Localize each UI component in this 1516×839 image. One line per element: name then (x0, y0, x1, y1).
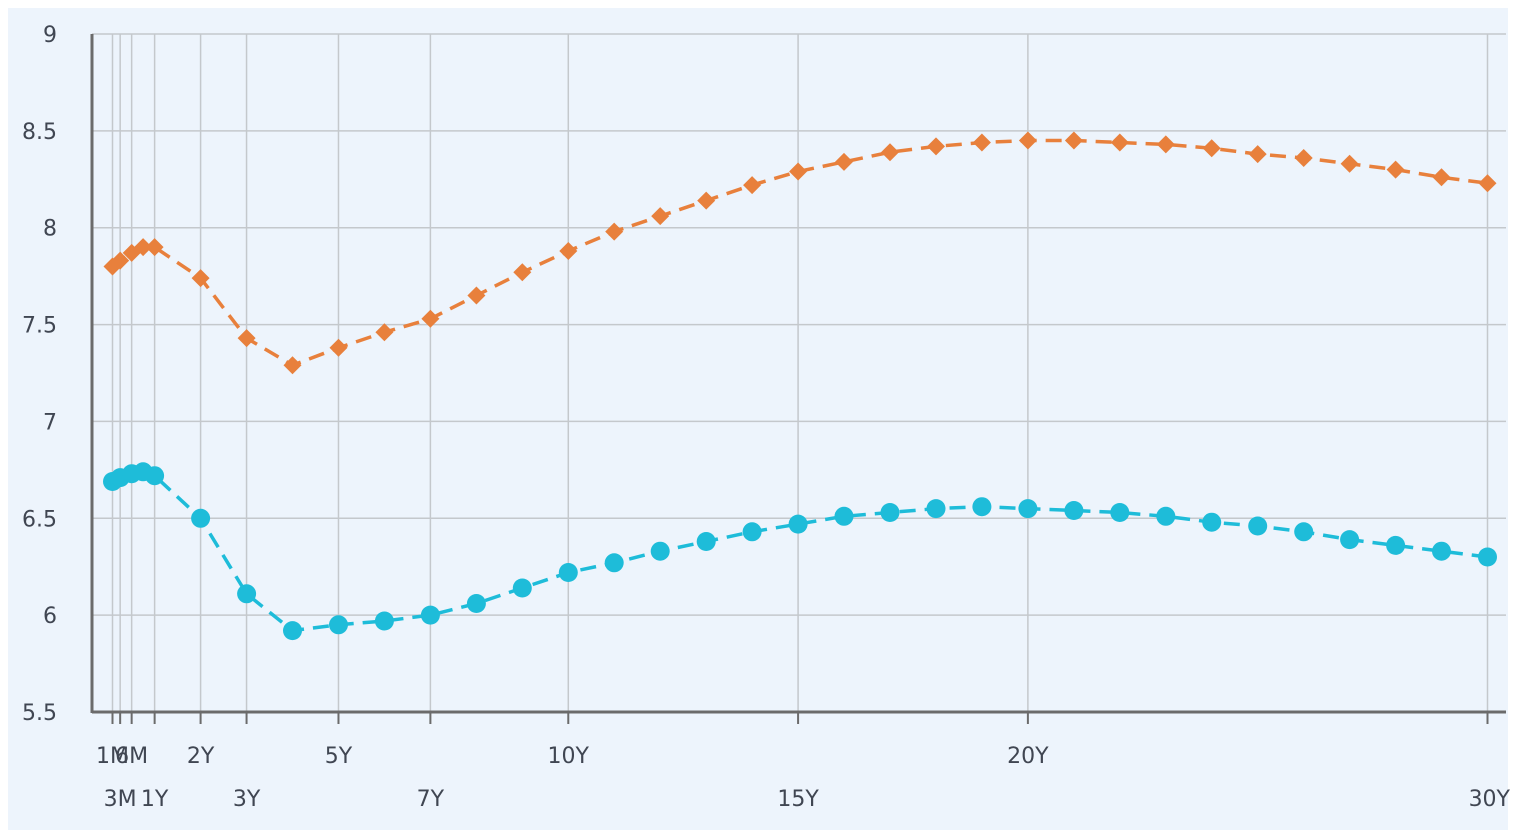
series-2-point-31[interactable] (1340, 530, 1360, 550)
series-2-point-8[interactable] (283, 621, 302, 641)
series-2-point-16[interactable] (650, 541, 670, 561)
x-tick-label-3M: 3M (104, 787, 137, 812)
series-2-point-21[interactable] (880, 503, 900, 522)
series-1-point-27[interactable] (1156, 135, 1175, 154)
series-1-line (111, 138, 1488, 368)
series-2-point-5[interactable] (145, 466, 165, 486)
y-tick-label-9: 9 (43, 23, 57, 48)
series-2-point-7[interactable] (237, 584, 257, 604)
series-2-point-24[interactable] (1018, 499, 1038, 519)
x-tick-label-3Y: 3Y (233, 787, 261, 812)
series-1-point-4[interactable] (134, 238, 153, 257)
x-tick-label-1M: 1M (96, 744, 129, 769)
series-2-point-25[interactable] (1064, 501, 1084, 520)
y-tick-label-8.5: 8.5 (22, 120, 57, 145)
series-2-point-18[interactable] (742, 522, 762, 542)
series-2-point-14[interactable] (558, 563, 578, 582)
x-tick-labels: 1M 3M 6M 1Y 2Y 3Y 5Y 7Y 10Y 15Y 20Y 30Y (96, 744, 1511, 812)
series-1-point-34[interactable] (1478, 174, 1497, 193)
series-1-point-22[interactable] (927, 137, 945, 156)
series-2-point-6[interactable] (191, 508, 211, 528)
series-2-point-19[interactable] (788, 514, 808, 534)
series-1-point-6[interactable] (191, 269, 210, 288)
series-2-point-9[interactable] (329, 615, 348, 635)
plot-background (8, 8, 1508, 830)
series-1-point-29[interactable] (1248, 145, 1267, 164)
series-2-point-11[interactable] (420, 605, 440, 625)
axes (90, 34, 1506, 724)
series-2-point-12[interactable] (466, 594, 486, 613)
series-2-point-23[interactable] (972, 497, 992, 517)
series-1-point-26[interactable] (1110, 133, 1129, 152)
series-2-point-20[interactable] (834, 506, 854, 526)
series-1 (103, 131, 1497, 375)
series-1-point-17[interactable] (697, 191, 716, 210)
x-tick-label-15Y: 15Y (777, 787, 819, 812)
series-2-point-13[interactable] (512, 578, 532, 598)
y-tick-label-6: 6 (43, 604, 57, 629)
y-tick-label-8: 8 (43, 217, 57, 242)
y-tick-labels: 5.5 6 6.5 7 7.5 8 8.5 9 (22, 23, 57, 726)
x-tick-label-10Y: 10Y (548, 744, 590, 769)
series-2-point-28[interactable] (1202, 512, 1222, 532)
series-1-point-25[interactable] (1064, 131, 1083, 150)
series-2-point-10[interactable] (374, 611, 394, 631)
series-2-line (111, 470, 1488, 633)
series-1-point-20[interactable] (835, 152, 853, 171)
series-2-point-29[interactable] (1248, 516, 1268, 536)
series-1-point-28[interactable] (1202, 139, 1221, 158)
x-tick-label-20Y: 20Y (1007, 744, 1049, 769)
series-1-point-16[interactable] (651, 207, 670, 226)
y-tick-label-7: 7 (43, 410, 57, 435)
series-2-point-34[interactable] (1478, 547, 1497, 567)
series-2-point-33[interactable] (1432, 541, 1451, 561)
y-tick-label-5.5: 5.5 (22, 701, 57, 726)
series-1-point-8[interactable] (283, 356, 302, 375)
series-2-point-26[interactable] (1110, 503, 1130, 522)
series-1-point-15[interactable] (605, 222, 624, 241)
y-tick-label-7.5: 7.5 (22, 314, 57, 339)
series-2-point-32[interactable] (1386, 535, 1406, 555)
series-1-point-13[interactable] (513, 263, 532, 282)
x-tick-label-5Y: 5Y (325, 744, 353, 769)
series-1-point-11[interactable] (421, 309, 440, 328)
series-2 (103, 462, 1497, 641)
series-1-point-9[interactable] (329, 338, 348, 357)
series-1-point-7[interactable] (237, 329, 256, 348)
grid-lines (92, 33, 1506, 713)
x-tick-label-2Y: 2Y (187, 744, 215, 769)
series-1-point-24[interactable] (1018, 131, 1037, 150)
series-1-point-12[interactable] (467, 286, 486, 305)
x-tick-label-1Y: 1Y (141, 787, 169, 812)
series-1-point-31[interactable] (1340, 154, 1359, 173)
y-tick-label-6.5: 6.5 (22, 507, 57, 532)
series-1-point-18[interactable] (743, 176, 762, 195)
series-1-point-30[interactable] (1294, 149, 1313, 167)
series-2-point-22[interactable] (926, 499, 946, 519)
x-tick-label-7Y: 7Y (417, 787, 445, 812)
series-1-point-2[interactable] (111, 251, 130, 270)
series-1-point-32[interactable] (1386, 160, 1405, 179)
series-2-point-27[interactable] (1156, 506, 1176, 526)
series-1-point-33[interactable] (1432, 168, 1451, 187)
series-1-point-23[interactable] (972, 133, 991, 152)
series-1-point-10[interactable] (375, 323, 394, 342)
series-2-point-30[interactable] (1294, 522, 1314, 542)
series-1-point-21[interactable] (881, 143, 899, 162)
series-1-point-14[interactable] (559, 242, 578, 260)
series-2-point-17[interactable] (696, 532, 716, 551)
series-1-point-5[interactable] (145, 238, 164, 257)
series-group (103, 131, 1497, 641)
series-2-point-15[interactable] (604, 553, 624, 573)
series-1-point-19[interactable] (789, 162, 808, 181)
x-tick-label-30Y: 30Y (1469, 787, 1511, 812)
x-tick-label-6M: 6M (115, 744, 148, 769)
